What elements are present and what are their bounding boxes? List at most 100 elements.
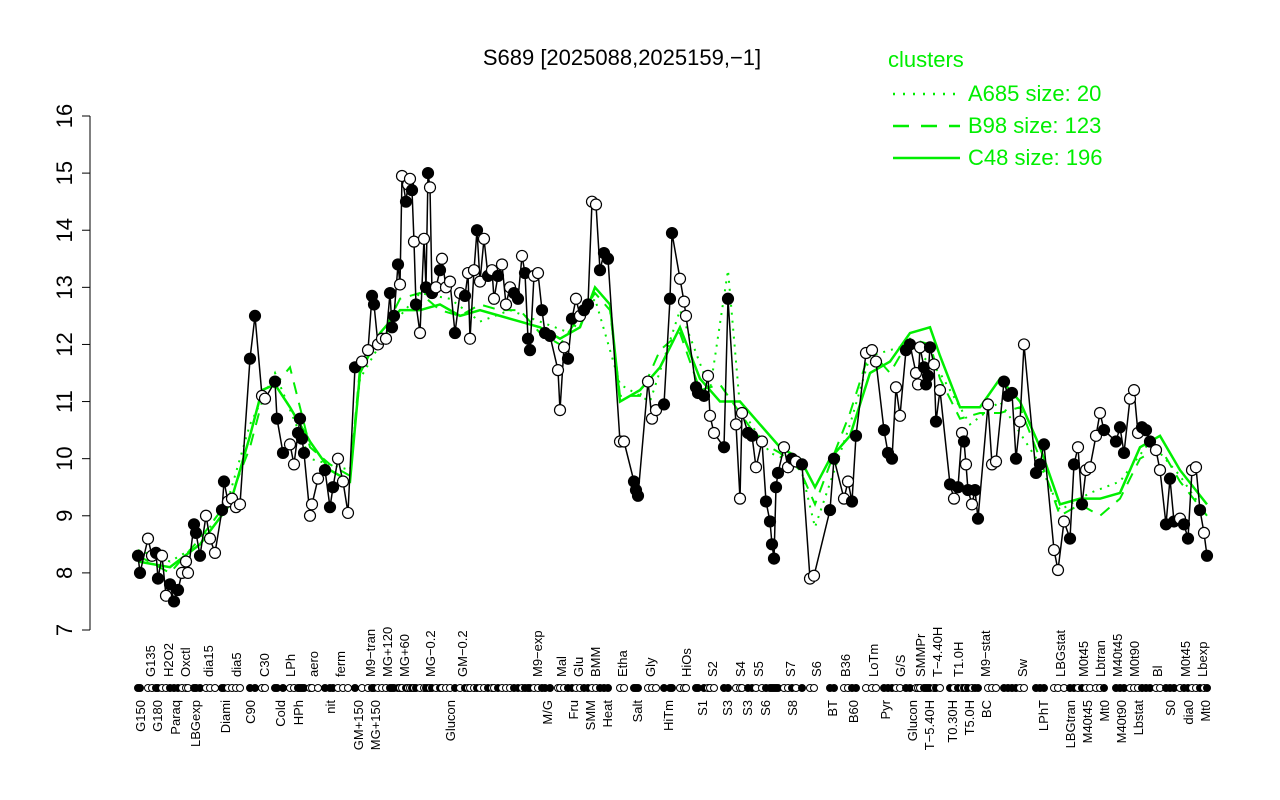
data-point [217, 475, 231, 488]
data-point [1067, 458, 1081, 471]
data-point [171, 583, 185, 597]
data-point [208, 546, 222, 560]
data-point [151, 572, 165, 585]
x-label-top: Bl [1150, 665, 1165, 677]
data-point [179, 555, 193, 568]
data-point [1013, 415, 1027, 428]
cluster-line-c48 [137, 284, 1208, 569]
rug-point [682, 684, 690, 692]
rug-point [1040, 684, 1048, 692]
x-label-bottom: LPhT [1036, 700, 1051, 731]
data-point [631, 489, 645, 502]
x-label-bottom: HPh [291, 700, 306, 725]
data-point [929, 415, 943, 428]
x-label-top: MG−0.2 [423, 630, 438, 677]
data-point [385, 321, 399, 334]
data-point [515, 249, 529, 263]
x-label-bottom: G180 [150, 700, 165, 732]
x-label-bottom: Cold [273, 700, 288, 727]
x-axis-labels: G135 H2O2 Oxctl dia15 dia5 C30 LPh aero ferm M9−t… [133, 627, 1213, 750]
data-point [677, 295, 691, 308]
data-point [807, 569, 821, 582]
rug-point [1203, 684, 1211, 692]
rug-point [236, 684, 244, 692]
y-tick-label: 14 [52, 218, 77, 242]
x-label-bottom: C90 [243, 700, 258, 724]
data-point [759, 495, 773, 508]
x-label-bottom: S1 [695, 700, 710, 716]
data-point [133, 566, 147, 579]
rug-point [830, 684, 838, 692]
x-label-bottom: SMM [583, 700, 598, 730]
data-point [1109, 435, 1123, 448]
x-label-bottom: HiTm [661, 700, 676, 731]
data-point [318, 463, 332, 477]
data-point [735, 406, 749, 420]
x-label-top: T−4.40H [930, 627, 945, 677]
y-tick-label: 13 [52, 275, 77, 299]
data-point [393, 278, 407, 291]
data-point [531, 266, 545, 280]
rug-point [992, 684, 1000, 692]
x-label-top: M9−tran [363, 629, 378, 677]
x-label-bottom: M/G [540, 700, 555, 725]
data-point [679, 309, 693, 322]
data-point [707, 426, 721, 440]
x-label-top: Mal [554, 656, 569, 677]
x-label-bottom: Salt [630, 700, 645, 723]
legend-entry-a685: A685 size: 20 [968, 81, 1101, 106]
x-label-bottom: LBGexp [188, 700, 203, 747]
x-label-bottom: BT [825, 700, 840, 717]
data-point [233, 498, 247, 511]
data-point [1189, 461, 1203, 474]
data-point [287, 458, 301, 471]
data-point [1113, 421, 1127, 434]
x-label-top: M9−stat [978, 630, 993, 677]
x-label-bottom: S8 [785, 700, 800, 716]
rug-point [546, 684, 554, 692]
data-point [845, 495, 859, 508]
x-label-top: H2O2 [161, 643, 176, 677]
data-point [423, 181, 437, 194]
rug-point [1100, 684, 1108, 692]
data-point [981, 398, 995, 411]
x-label-top: S2 [705, 661, 720, 677]
data-point [665, 226, 679, 240]
data-point [491, 269, 505, 283]
legend-entry-b98: B98 size: 123 [968, 113, 1101, 138]
x-label-top: T1.0H [951, 642, 966, 677]
x-label-bottom: S6 [758, 700, 773, 716]
data-point [777, 441, 791, 454]
data-point [617, 435, 631, 448]
data-point [215, 503, 229, 517]
data-point [1009, 452, 1023, 465]
x-label-bottom: T0.30H [945, 700, 960, 743]
x-label-top: Lbtran [1093, 640, 1108, 677]
data-point [276, 446, 290, 460]
x-label-bottom: Mt0 [1198, 700, 1213, 722]
data-point [1143, 435, 1157, 448]
x-label-top: C30 [257, 653, 272, 677]
data-point [663, 292, 677, 305]
data-point [297, 446, 311, 460]
rug-point [724, 684, 732, 692]
data-point [511, 292, 525, 305]
data-point [913, 341, 927, 354]
x-label-top: Glu [571, 657, 586, 677]
data-point [673, 272, 687, 285]
data-point [448, 326, 462, 340]
x-label-bottom: S3 [740, 700, 755, 716]
data-point [1017, 338, 1031, 351]
data-point [535, 304, 549, 317]
data-point [1200, 549, 1214, 562]
data-point [1181, 532, 1195, 545]
data-point [1117, 446, 1131, 460]
data-point [155, 549, 169, 562]
data-point [841, 475, 855, 488]
data-point [923, 341, 937, 354]
data-point [1177, 518, 1191, 531]
data-point [729, 418, 743, 431]
data-point [131, 549, 145, 562]
x-label-top: Lbexp [1195, 642, 1210, 677]
data-point [409, 298, 423, 311]
